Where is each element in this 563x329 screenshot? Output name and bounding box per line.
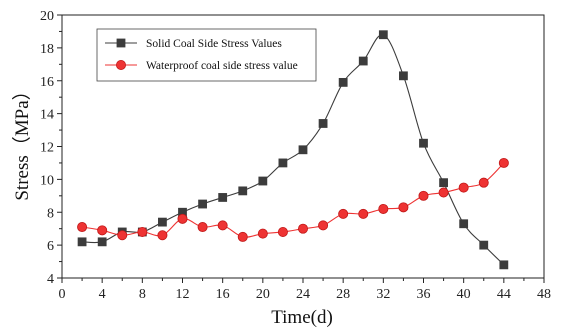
- series-2-point: [157, 230, 168, 241]
- legend-marker-2: [116, 60, 127, 71]
- series-1-point: [97, 237, 107, 247]
- x-tick-label: 16: [216, 287, 230, 302]
- x-axis-title: Time(d): [271, 307, 333, 328]
- series-2-point: [378, 203, 389, 214]
- series-1-point: [258, 176, 268, 186]
- series-1-point: [459, 219, 469, 229]
- x-tick-label: 48: [537, 287, 551, 302]
- x-tick-label: 8: [139, 287, 146, 302]
- series-2-point: [358, 208, 369, 219]
- series-1-point: [318, 119, 328, 128]
- series-2-point: [237, 231, 248, 242]
- x-tick-label: 24: [296, 287, 310, 302]
- x-tick-label: 36: [417, 287, 431, 302]
- series-1-point: [399, 71, 408, 81]
- x-tick-label: 20: [256, 287, 270, 302]
- series-2-point: [418, 190, 429, 201]
- series-1-point: [439, 178, 448, 188]
- y-tick-label: 18: [40, 42, 54, 57]
- series-2-point: [338, 208, 349, 219]
- series-line-2: [81, 162, 505, 238]
- series-2-point: [77, 222, 88, 233]
- series-1-point: [278, 158, 288, 168]
- x-tick-label: 28: [336, 287, 350, 302]
- series-1-point: [338, 77, 348, 87]
- y-tick-label: 20: [40, 9, 54, 24]
- series-lines: [81, 34, 505, 266]
- series-1-point: [238, 186, 248, 196]
- series-2-point: [217, 220, 228, 231]
- series-1-point: [198, 199, 207, 209]
- series-1-point: [419, 138, 428, 148]
- legend-label-2: Waterproof coal side stress value: [146, 60, 298, 72]
- legend-marker-1: [116, 38, 126, 48]
- y-axis-title: Stress（MPa）: [11, 81, 33, 200]
- y-tick-label: 8: [47, 206, 54, 221]
- legend-label-1: Solid Coal Side Stress Values: [146, 38, 282, 50]
- series-1-point: [479, 240, 489, 250]
- series-2-point: [257, 228, 268, 239]
- x-tick-label: 4: [99, 287, 106, 302]
- series-2-point: [458, 182, 469, 193]
- series-2-point: [398, 202, 409, 213]
- x-tick-label: 40: [457, 287, 471, 302]
- y-tick-label: 6: [47, 239, 54, 254]
- series-2-point: [277, 226, 288, 237]
- series-1-point: [77, 237, 87, 247]
- series-2-point: [117, 230, 128, 241]
- series-markers: [77, 30, 509, 270]
- x-tick-label: 32: [376, 287, 390, 302]
- series-2-point: [297, 223, 308, 234]
- series-2-point: [197, 222, 208, 233]
- series-2-point: [137, 226, 148, 237]
- series-2-point: [478, 177, 489, 188]
- series-1-point: [218, 193, 228, 202]
- series-2-point: [498, 157, 509, 168]
- series-2-point: [438, 187, 449, 198]
- legend: Solid Coal Side Stress Values Waterproof …: [96, 28, 317, 82]
- x-tick-label: 12: [176, 287, 190, 302]
- series-1-point: [358, 56, 368, 66]
- series-2-point: [177, 213, 188, 224]
- series-2-point: [97, 225, 108, 236]
- legend-box: [96, 28, 317, 82]
- series-1-point: [158, 217, 167, 227]
- series-1-point: [378, 30, 388, 40]
- series-2-point: [318, 220, 329, 231]
- x-tick-label: 44: [497, 287, 511, 302]
- y-tick-label: 16: [40, 75, 54, 90]
- y-tick-label: 14: [40, 108, 54, 123]
- y-tick-label: 4: [47, 272, 54, 287]
- series-1-point: [298, 145, 308, 155]
- y-tick-label: 10: [40, 173, 54, 188]
- x-tick-label: 0: [59, 287, 66, 302]
- series-line-1: [82, 34, 505, 266]
- series-1-point: [499, 260, 509, 270]
- y-tick-label: 12: [40, 141, 54, 156]
